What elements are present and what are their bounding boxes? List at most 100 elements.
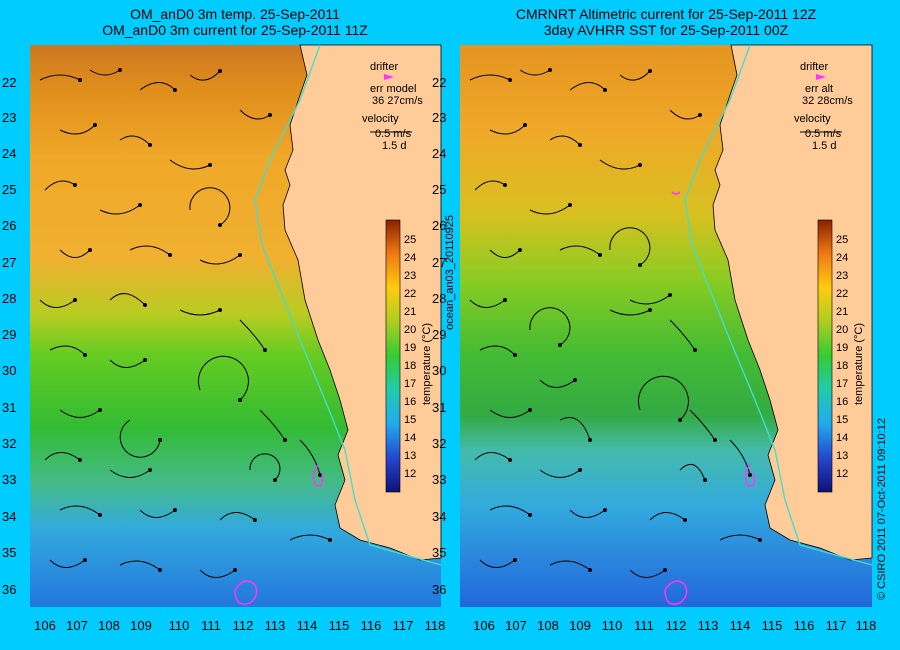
cbar-tick-14: 14: [836, 432, 848, 444]
lon-115: 115: [762, 618, 783, 633]
lon-113: 113: [265, 618, 286, 633]
cbar-tick-20: 20: [404, 324, 416, 336]
lat-23: 23: [2, 110, 16, 125]
lon-107: 107: [505, 618, 527, 633]
lat-24: 24: [432, 146, 446, 161]
lat-29: 29: [432, 327, 446, 342]
current-vectors: [39, 68, 332, 578]
lon-111: 111: [201, 618, 221, 633]
lon-117: 117: [826, 618, 847, 633]
drifter-marker-icon: [384, 74, 394, 80]
lat-34: 34: [2, 509, 16, 524]
cbar-tick-18: 18: [836, 360, 848, 372]
left-title-line1: OM_anD0 3m temp. 25-Sep-2011: [130, 6, 340, 22]
lon-118: 118: [425, 618, 446, 633]
drifter-track: [234, 464, 324, 605]
latitude-labels: 22 23 24 25 26 27 28 29 30 31 32 33 34 3…: [2, 75, 16, 597]
lat-28: 28: [2, 291, 16, 306]
latitude-labels: 22 23 24 25 26 27 28 29 30 31 32 33 34 3…: [432, 75, 446, 597]
legend-err-value: 36 27cm/s: [372, 95, 423, 107]
legend-speed: 0.5 m/s: [805, 128, 842, 140]
cbar-label: temperature (°C): [853, 323, 865, 405]
lat-25: 25: [432, 182, 446, 197]
legend-drifter-label: drifter: [370, 61, 398, 73]
left-colorbar: 25 24 23 22 21 20 19 18 17 16 15 14 13 1…: [385, 219, 433, 493]
lon-110: 110: [602, 618, 623, 633]
cbar-tick-22: 22: [404, 288, 416, 300]
lat-31: 31: [2, 400, 16, 415]
lon-110: 110: [169, 618, 190, 633]
cbar-tick-21: 21: [836, 306, 848, 318]
cbar-tick-25: 25: [836, 234, 848, 246]
current-vectors: [469, 68, 762, 578]
left-legend: drifter err model 36 27cm/s velocity 0.5…: [362, 61, 423, 152]
lat-23: 23: [432, 110, 446, 125]
longitude-labels: 106 107 108 109 110 111 112 113 114 115 …: [34, 618, 445, 633]
drifter-marker-icon: [816, 74, 826, 80]
cbar-tick-13: 13: [404, 450, 416, 462]
left-title-line2: OM_anD0 3m current for 25-Sep-2011 11Z: [102, 22, 368, 38]
lon-114: 114: [297, 618, 318, 633]
shelf-line: [684, 44, 873, 566]
lat-26: 26: [432, 218, 446, 233]
lat-26: 26: [2, 218, 16, 233]
lat-33: 33: [2, 472, 16, 487]
cbar-tick-17: 17: [404, 378, 416, 390]
lon-106: 106: [34, 618, 56, 633]
copyright-label: © CSIRO 2011 07-Oct-2011 09:10:12: [876, 418, 888, 600]
lat-30: 30: [2, 363, 16, 378]
cbar-tick-12: 12: [836, 468, 848, 480]
lon-115: 115: [329, 618, 350, 633]
land-area: [282, 44, 442, 561]
cbar-tick-24: 24: [404, 252, 416, 264]
cbar-tick-12: 12: [404, 468, 416, 480]
shelf-line: [254, 44, 442, 566]
legend-velocity-label: velocity: [362, 113, 399, 125]
lon-109: 109: [569, 618, 591, 633]
lon-107: 107: [66, 618, 88, 633]
right-title-line1: CMRNRT Altimetric current for 25-Sep-201…: [515, 6, 817, 22]
lon-112: 112: [233, 618, 254, 633]
right-map-panel: 22 23 24 25 26 27 28 29 30 31 32 33 34 3…: [432, 44, 877, 633]
lat-29: 29: [2, 327, 16, 342]
legend-err-label: err alt: [805, 83, 833, 95]
lat-32: 32: [432, 436, 446, 451]
lon-111: 111: [634, 618, 654, 633]
right-panel-title: CMRNRT Altimetric current for 25-Sep-201…: [460, 6, 872, 38]
cbar-tick-25: 25: [404, 234, 416, 246]
lon-116: 116: [794, 618, 815, 633]
cbar-tick-16: 16: [836, 396, 848, 408]
cbar-tick-15: 15: [404, 414, 416, 426]
cbar-tick-24: 24: [836, 252, 848, 264]
cbar-tick-19: 19: [836, 342, 848, 354]
cbar-tick-15: 15: [836, 414, 848, 426]
legend-speed: 0.5 m/s: [375, 128, 412, 140]
lat-27: 27: [432, 255, 446, 270]
lat-24: 24: [2, 146, 16, 161]
left-map-panel: 22 23 24 25 26 27 28 29 30 31 32 33 34 3…: [2, 44, 445, 633]
lat-30: 30: [432, 363, 446, 378]
lon-109: 109: [130, 618, 152, 633]
lat-31: 31: [432, 400, 446, 415]
lat-35: 35: [432, 545, 446, 560]
cbar-label: temperature (°C): [421, 323, 433, 405]
lon-113: 113: [698, 618, 719, 633]
lon-117: 117: [393, 618, 414, 633]
cbar-tick-18: 18: [404, 360, 416, 372]
cbar-tick-16: 16: [404, 396, 416, 408]
lon-108: 108: [537, 618, 559, 633]
right-legend: drifter err alt 32 28cm/s velocity 0.5 m…: [794, 61, 853, 152]
product-id-label: ocean_an03_20110925: [444, 215, 456, 330]
lat-35: 35: [2, 545, 16, 560]
cbar-tick-14: 14: [404, 432, 416, 444]
lat-27: 27: [2, 255, 16, 270]
cbar-tick-23: 23: [404, 270, 416, 282]
lon-108: 108: [98, 618, 120, 633]
lat-33: 33: [432, 472, 446, 487]
legend-err-value: 32 28cm/s: [802, 95, 853, 107]
legend-err-label: err model: [370, 83, 416, 95]
lat-25: 25: [2, 182, 16, 197]
lon-114: 114: [730, 618, 751, 633]
lon-118: 118: [856, 618, 877, 633]
lat-36: 36: [432, 582, 446, 597]
